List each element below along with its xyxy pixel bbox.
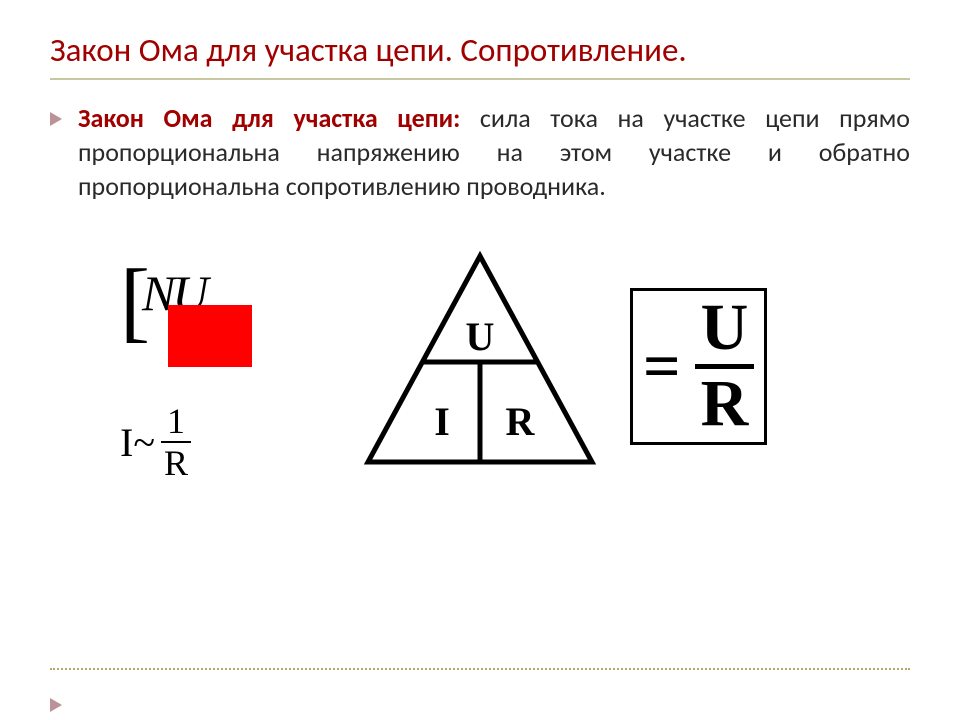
frac-den: R — [164, 443, 188, 481]
right-formula: = U R — [630, 288, 767, 444]
tilde: ~ — [133, 419, 155, 466]
bullet-icon — [50, 698, 62, 712]
tri-bl: I — [434, 399, 450, 444]
bullet-icon — [50, 112, 62, 126]
fraction-u-over-r: U R — [695, 297, 755, 435]
frac2-den: R — [701, 369, 749, 436]
frac-num: 1 — [161, 403, 191, 443]
fraction-1-over-r: 1 R — [161, 403, 191, 481]
red-block — [168, 305, 252, 367]
tri-br: R — [506, 399, 536, 444]
frac2-num: U — [695, 297, 755, 369]
left-formula-group: [ NU I ~ 1 R — [120, 258, 310, 488]
footer-divider — [50, 668, 910, 670]
equals: = — [643, 329, 681, 405]
slide-title: Закон Ома для участка цепи. Сопротивлени… — [50, 30, 910, 70]
i-label: I — [120, 419, 133, 466]
slide: Закон Ома для участка цепи. Сопротивлени… — [0, 0, 960, 720]
body-paragraph: Закон Ома для участка цепи: сила тока на… — [50, 102, 910, 203]
body-lead: Закон Ома для участка цепи: — [78, 102, 460, 134]
diagram-area: [ NU I ~ 1 R U I R — [50, 258, 910, 518]
tri-top: U — [466, 314, 495, 359]
i-proportional: I ~ 1 R — [120, 403, 191, 481]
title-underline — [50, 78, 910, 80]
ohm-triangle: U I R — [360, 250, 600, 475]
formula-box: = U R — [630, 288, 767, 444]
